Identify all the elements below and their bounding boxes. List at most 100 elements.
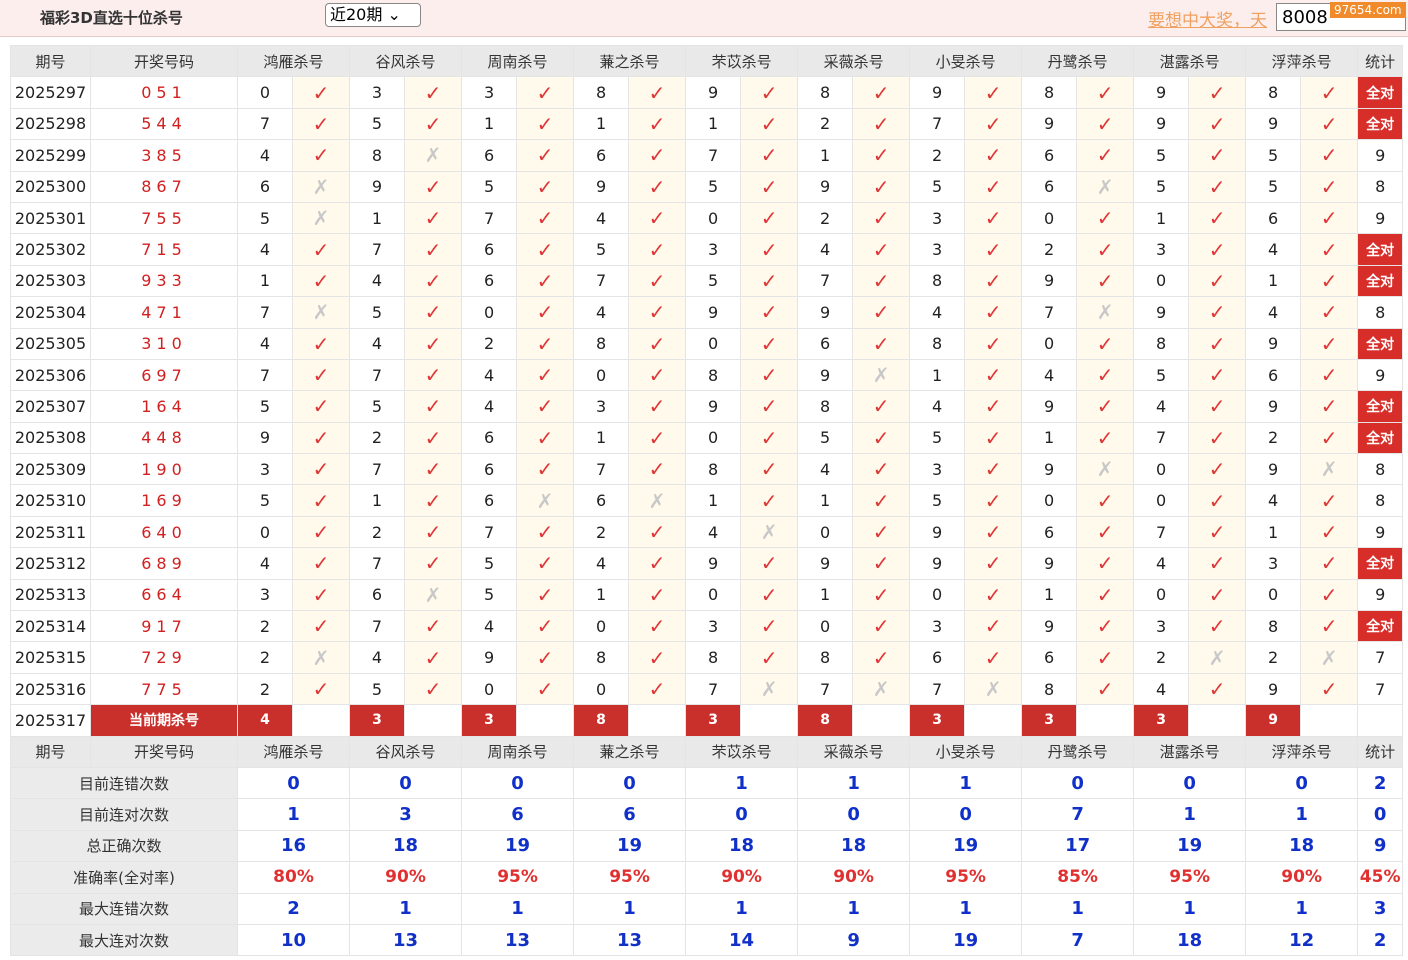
kill-number: 4 [909,296,966,329]
kill-number: 4 [573,296,630,329]
stats-row: 准确率(全对率) 80% 90% 95% 95% 90% 90% 95% 85% 95% 90% 45… [10,861,1404,894]
result-mark: ✓ [1076,358,1135,392]
data-row: 2025299 385 4 ✓ 8 ✗ 6 ✓ 6 ✓ 7 ✓ 1 ✓ 2 ✓ 6 ✓ 5 ✓ 5 ✓ 9 [10,139,1404,172]
stats-value: 90% [1245,861,1359,894]
draw-number: 169 [90,484,238,517]
kill-number: 0 [573,610,630,643]
result-mark: ✓ [1300,201,1359,235]
kill-number: 5 [1133,358,1190,392]
kill-number: 1 [1021,578,1078,612]
draw-number: 640 [90,515,238,549]
kill-number: 8 [797,390,854,423]
result-mark: ✓ [516,107,575,141]
stats-value: 90% [685,861,799,894]
period-select[interactable]: 近20期 ⌄ [325,3,421,27]
empty-cell [1357,704,1404,737]
kill-number: 1 [685,484,742,517]
result-mark: ✗ [291,201,351,235]
result-mark: ✓ [1300,233,1359,266]
kill-number: 1 [461,107,518,141]
stat: 8 [1357,453,1404,486]
kill-number: 0 [1021,201,1078,235]
kill-number: 6 [909,641,966,674]
column-header: 期号 [10,44,91,78]
kill-number: 3 [237,453,293,486]
result-mark: ✓ [1300,672,1359,706]
kill-number: 1 [573,107,630,141]
stats-label: 目前连对次数 [10,798,238,831]
stats-value: 6 [573,798,687,831]
kill-number: 3 [461,76,518,109]
stats-value: 18 [1133,923,1247,957]
top-bar: 福彩3D直选十位杀号 近20期 ⌄ 要想中大奖，天 8008 97654.com [0,0,1408,37]
column-header: 采薇杀号 [797,735,911,768]
kill-number: 6 [573,484,630,517]
kill-number: 8 [1133,327,1190,360]
kill-number: 6 [1021,139,1078,172]
result-mark: ✓ [964,641,1023,674]
kill-number: 2 [349,515,406,549]
result-mark: ✗ [740,672,799,706]
stats-value: 90% [797,861,911,894]
select-text[interactable]: 近20期 [330,5,383,24]
result-mark: ✓ [964,296,1023,329]
kill-number: 1 [573,421,630,455]
kill-number: 9 [797,358,854,392]
result-mark: ✓ [516,578,575,612]
result-mark: ✓ [1076,327,1135,360]
result-mark: ✓ [628,641,687,674]
result-mark: ✓ [291,327,351,360]
stats-value: 1 [1133,892,1247,925]
kill-number: 8 [909,264,966,298]
stats-label: 准确率(全对率) [10,861,238,894]
stats-value: 0 [349,766,463,800]
result-mark: ✓ [404,547,463,580]
empty-cell [852,704,911,737]
result-mark: ✓ [404,453,463,486]
result-mark: ✓ [964,578,1023,612]
draw-number: 689 [90,547,238,580]
stats-value: 6 [461,798,575,831]
result-mark: ✓ [291,233,351,266]
stats-value: 19 [909,923,1023,957]
result-mark: ✓ [404,641,463,674]
kill-number: 6 [1245,201,1302,235]
result-mark: ✓ [291,421,351,455]
result-mark: ✓ [404,201,463,235]
result-mark: ✓ [1188,139,1247,172]
stats-row: 最大连错次数 2 1 1 1 1 1 1 1 1 1 3 [10,892,1404,925]
result-mark: ✓ [1300,421,1359,455]
result-mark: ✓ [404,672,463,706]
kill-number: 6 [461,233,518,266]
stats-value: 1 [349,892,463,925]
result-mark: ✓ [291,107,351,141]
result-mark: ✓ [404,76,463,109]
stats-value: 1 [797,766,911,800]
result-mark: ✓ [964,201,1023,235]
draw-number: 544 [90,107,238,141]
kill-number: 8 [1245,76,1302,109]
result-mark: ✓ [1076,421,1135,455]
stats-value: 0 [685,798,799,831]
result-mark: ✓ [740,201,799,235]
data-row: 2025309 190 3 ✓ 7 ✓ 6 ✓ 7 ✓ 8 ✓ 4 ✓ 3 ✓ 9 ✗ 0 ✓ 9 ✗ 8 [10,453,1404,486]
result-mark: ✓ [1076,139,1135,172]
kill-number: 7 [461,201,518,235]
period: 2025305 [10,327,91,360]
column-header: 丹鹭杀号 [1021,44,1135,78]
result-mark: ✓ [852,421,911,455]
kill-number: 1 [237,264,293,298]
period: 2025307 [10,390,91,423]
kill-number: 4 [1021,358,1078,392]
kill-number: 7 [237,358,293,392]
kill-number: 5 [909,421,966,455]
kill-number: 7 [1021,296,1078,329]
kill-number: 1 [909,358,966,392]
result-mark: ✓ [1076,547,1135,580]
notice-link[interactable]: 要想中大奖，天 [1148,11,1267,31]
stats-value: 17 [1021,829,1135,863]
kill-number: 3 [573,390,630,423]
stats-value: 0 [1021,766,1135,800]
result-mark: ✗ [291,641,351,674]
result-mark: ✓ [404,390,463,423]
